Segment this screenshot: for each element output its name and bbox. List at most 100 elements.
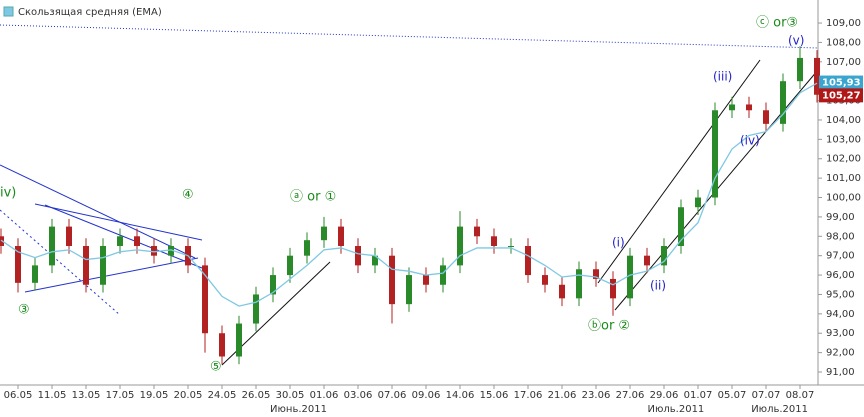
x-tick-label: 13.05 — [72, 390, 101, 401]
wave-label: ⓒ or③ — [756, 16, 798, 31]
y-tick-label: 97,00 — [826, 251, 855, 262]
candle-body — [576, 269, 582, 299]
candle-body — [491, 236, 497, 246]
month-label: Июнь.2011 — [270, 404, 327, 415]
candle-body — [474, 226, 480, 237]
candle-body — [287, 255, 293, 276]
candle-body — [508, 245, 514, 247]
wave-label: (v) — [788, 34, 804, 48]
x-tick-label: 01.06 — [310, 390, 339, 401]
legend-label: Скользящая средняя (EMA) — [18, 7, 162, 18]
candle-body — [457, 226, 463, 266]
x-tick-label: 19.05 — [140, 390, 169, 401]
x-tick-label: 20.05 — [174, 390, 203, 401]
x-tick-label: 17.06 — [514, 390, 543, 401]
x-tick-label: 06.05 — [4, 390, 33, 401]
price-tag — [819, 88, 863, 103]
y-tick-label: 91,00 — [826, 367, 855, 378]
candle-body — [321, 226, 327, 241]
y-tick-label: 104,00 — [826, 115, 861, 126]
x-tick-label: 26.05 — [242, 390, 271, 401]
candle-body — [100, 245, 106, 285]
candle-body — [355, 245, 361, 266]
candle-body — [32, 265, 38, 283]
candle-body — [49, 226, 55, 266]
candle-body — [729, 104, 735, 111]
wave-label: (i) — [612, 236, 625, 250]
price-tag — [819, 75, 863, 90]
x-tick-label: 11.05 — [38, 390, 67, 401]
y-tick-label: 109,00 — [826, 18, 861, 29]
wave-label: ⓑor ② — [588, 319, 630, 334]
candle-body — [746, 104, 752, 111]
x-tick-label: 15.06 — [480, 390, 509, 401]
trend-line — [44, 204, 203, 269]
wave-label: ⓐ or ① — [290, 190, 336, 205]
candle-body — [780, 81, 786, 124]
wave-label: ③ — [18, 303, 30, 318]
month-label: Июль.2011 — [647, 404, 704, 415]
x-tick-label: 24.05 — [208, 390, 237, 401]
y-tick-label: 93,00 — [826, 328, 855, 339]
trend-line — [0, 209, 121, 316]
candle-body — [253, 294, 259, 324]
ema-line — [0, 82, 818, 307]
candle-body — [219, 333, 225, 357]
x-tick-label: 27.06 — [616, 390, 645, 401]
candle-body — [695, 197, 701, 208]
candle-body — [559, 284, 565, 299]
month-label: Июль.2011 — [751, 404, 808, 415]
candle-body — [763, 110, 769, 124]
x-tick-label: 29.06 — [650, 390, 679, 401]
candle-body — [134, 236, 140, 246]
candle-body — [644, 255, 650, 266]
trend-lines — [0, 24, 819, 366]
x-tick-label: 14.06 — [446, 390, 475, 401]
y-tick-label: 102,00 — [826, 154, 861, 165]
wave-label: ⑤ — [210, 360, 222, 375]
x-tick-label: 08.07 — [786, 390, 815, 401]
candle-body — [236, 323, 242, 357]
candle-body — [661, 245, 667, 266]
x-tick-label: 01.07 — [684, 390, 713, 401]
y-tick-label: 92,00 — [826, 348, 855, 359]
legend-swatch — [3, 6, 14, 17]
y-tick-label: 94,00 — [826, 309, 855, 320]
candle-body — [389, 255, 395, 305]
wave-label: iv) — [0, 186, 16, 201]
y-tick-label: 100,00 — [826, 193, 861, 204]
wave-label: (ii) — [650, 279, 666, 293]
trend-line — [0, 164, 196, 259]
candle-body — [168, 245, 174, 256]
y-tick-label: 95,00 — [826, 289, 855, 300]
y-tick-label: 101,00 — [826, 173, 861, 184]
wave-label: (iv) — [740, 134, 760, 148]
candle-body — [423, 275, 429, 285]
candle-body — [151, 245, 157, 256]
x-tick-label: 07.07 — [752, 390, 781, 401]
price-tag-label: 105,27 — [822, 90, 861, 101]
candle-body — [712, 110, 718, 198]
trend-line — [34, 203, 203, 241]
candle-body — [83, 245, 89, 285]
candle-body — [304, 240, 310, 256]
price-tag-label: 105,93 — [822, 78, 861, 89]
candle-body — [406, 275, 412, 305]
candle-body — [117, 236, 123, 246]
channel-line — [597, 59, 761, 284]
y-tick-label: 108,00 — [826, 37, 861, 48]
candle-body — [593, 269, 599, 279]
wave-label: ④ — [182, 188, 194, 203]
y-tick-label: 96,00 — [826, 270, 855, 281]
x-tick-label: 03.06 — [344, 390, 373, 401]
x-tick-label: 17.05 — [106, 390, 135, 401]
candle-body — [627, 255, 633, 299]
candle-body — [270, 275, 276, 295]
candle-body — [15, 245, 21, 283]
candle-body — [542, 275, 548, 285]
x-tick-label: 07.06 — [378, 390, 407, 401]
y-tick-label: 103,00 — [826, 134, 861, 145]
candle-body — [678, 207, 684, 246]
